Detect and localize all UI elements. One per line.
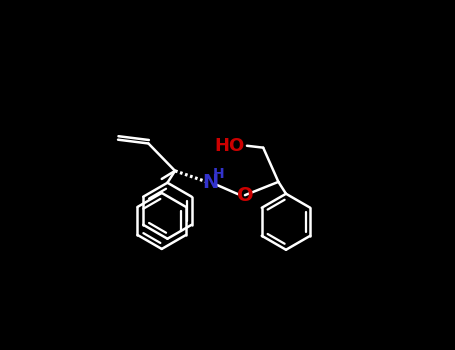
Text: N: N: [202, 174, 218, 192]
Text: O: O: [237, 186, 253, 205]
Text: H: H: [213, 167, 225, 181]
Text: HO: HO: [215, 137, 245, 155]
